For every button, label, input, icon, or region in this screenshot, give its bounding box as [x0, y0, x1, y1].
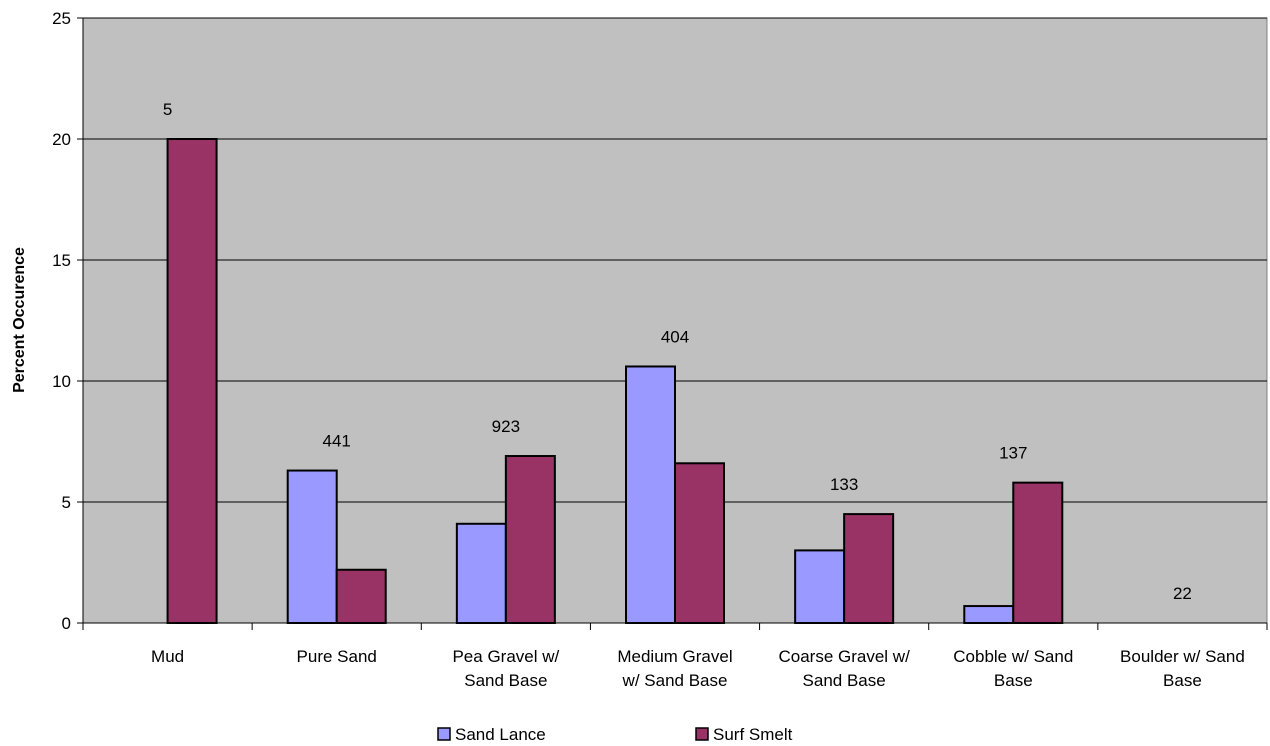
- bars: [166, 138, 1064, 625]
- bar-surf-smelt-1: [335, 568, 387, 625]
- x-tick-label: Pure Sand: [297, 647, 377, 666]
- x-tick-label: Boulder w/ Sand: [1120, 647, 1245, 666]
- x-tick-label: w/ Sand Base: [622, 671, 728, 690]
- sample-count-label: 137: [999, 444, 1027, 463]
- bar-surf-smelt-5: [1012, 481, 1064, 625]
- legend-swatch-surf-smelt: [695, 727, 709, 741]
- bar-sand-lance-2: [455, 522, 507, 625]
- y-tick-label: 10: [52, 372, 71, 391]
- sample-count-label: 22: [1173, 584, 1192, 603]
- bar-sand-lance-5: [963, 605, 1015, 624]
- x-tick-label: Base: [1163, 671, 1202, 690]
- sample-count-label: 923: [492, 417, 520, 436]
- sample-count-label: 5: [163, 100, 172, 119]
- bar-sand-lance-3: [625, 365, 676, 624]
- x-tick-label: Pea Gravel w/: [452, 647, 559, 666]
- labels: 0 5 10 15 20 25 Mud Pure Sand Pea Gravel w/Sand …: [52, 9, 1245, 690]
- legend-swatch-sand-lance: [437, 727, 451, 741]
- sample-count-label: 133: [830, 475, 858, 494]
- y-tick-label: 15: [52, 251, 71, 270]
- bar-surf-smelt-2: [504, 455, 556, 624]
- legend: Sand Lance Surf Smelt: [437, 725, 793, 744]
- bar-surf-smelt-0: [166, 138, 218, 624]
- y-axis-title: Percent Occurence: [11, 247, 28, 393]
- sample-count-label: 404: [661, 327, 689, 346]
- x-tick-label: Mud: [151, 647, 184, 666]
- y-tick-label: 0: [62, 614, 71, 633]
- x-tick-label: Base: [994, 671, 1033, 690]
- bar-surf-smelt-3: [674, 462, 725, 624]
- sample-count-label: 441: [323, 432, 351, 451]
- bar-surf-smelt-4: [843, 513, 895, 624]
- x-tick-label: Coarse Gravel w/: [778, 647, 910, 666]
- x-tick-label: Medium Gravel: [617, 647, 732, 666]
- bar-sand-lance-4: [794, 549, 846, 625]
- y-tick-label: 25: [52, 9, 71, 28]
- y-tick-label: 20: [52, 130, 71, 149]
- x-tick-label: Sand Base: [803, 671, 886, 690]
- y-tick-label: 5: [62, 493, 71, 512]
- bar-sand-lance-1: [286, 469, 338, 625]
- x-tick-label: Sand Base: [464, 671, 547, 690]
- legend-label-surf-smelt: Surf Smelt: [713, 725, 793, 744]
- x-tick-label: Cobble w/ Sand: [953, 647, 1073, 666]
- legend-label-sand-lance: Sand Lance: [455, 725, 546, 744]
- axes: [77, 17, 1268, 630]
